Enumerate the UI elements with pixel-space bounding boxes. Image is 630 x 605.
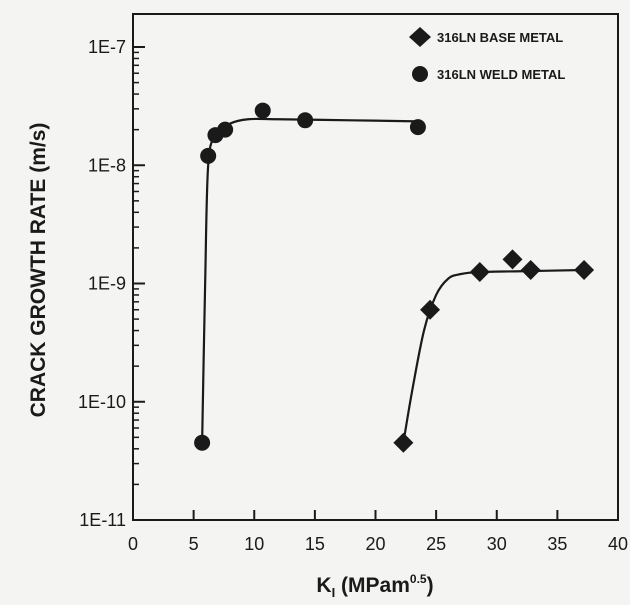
fit-curve-base-metal (402, 268, 585, 443)
data-point-weld-metal (200, 147, 217, 164)
y-axis-title: CRACK GROWTH RATE (m/s) (27, 123, 50, 418)
x-tick-label: 20 (365, 534, 385, 554)
y-tick-label: 1E-10 (78, 392, 126, 412)
legend-circle-marker (412, 66, 428, 82)
x-axis-title-sub: I (332, 585, 336, 600)
y-tick-label: 1E-7 (88, 37, 126, 57)
data-point-base-metal (520, 260, 541, 281)
x-tick-label: 10 (244, 534, 264, 554)
data-point-base-metal (574, 260, 595, 281)
data-point-base-metal (469, 262, 490, 283)
legend: 316LN BASE METAL 316LN WELD METAL (409, 27, 565, 82)
data-point-weld-metal (194, 434, 211, 451)
x-axis-title: KI (MPam0.5) (316, 572, 433, 600)
x-tick-label: 40 (608, 534, 628, 554)
x-tick-label: 15 (305, 534, 325, 554)
x-axis-title-end: ) (427, 574, 434, 597)
data-point-base-metal (420, 299, 441, 320)
legend-label-base-metal: 316LN BASE METAL (437, 30, 563, 45)
data-point-weld-metal (297, 112, 314, 129)
x-axis-title-rest: (MPam (335, 574, 410, 597)
x-tick-label: 25 (426, 534, 446, 554)
x-tick-label: 30 (487, 534, 507, 554)
y-tick-label: 1E-11 (79, 510, 126, 530)
x-axis-title-base: K (316, 574, 331, 597)
x-tick-label: 5 (189, 534, 199, 554)
data-point-base-metal (502, 249, 523, 270)
y-tick-label: 1E-8 (88, 155, 126, 175)
x-axis-title-sup: 0.5 (410, 572, 427, 586)
x-tick-label: 35 (547, 534, 567, 554)
data-point-weld-metal (254, 102, 271, 119)
data-point-base-metal (393, 432, 414, 453)
legend-diamond-marker (409, 27, 431, 47)
y-tick-label: 1E-9 (88, 274, 126, 294)
data-point-weld-metal (409, 119, 426, 136)
legend-label-weld-metal: 316LN WELD METAL (437, 67, 565, 82)
data-point-weld-metal (217, 121, 234, 138)
x-tick-label: 0 (128, 534, 138, 554)
fit-curve-weld-metal (201, 117, 418, 443)
